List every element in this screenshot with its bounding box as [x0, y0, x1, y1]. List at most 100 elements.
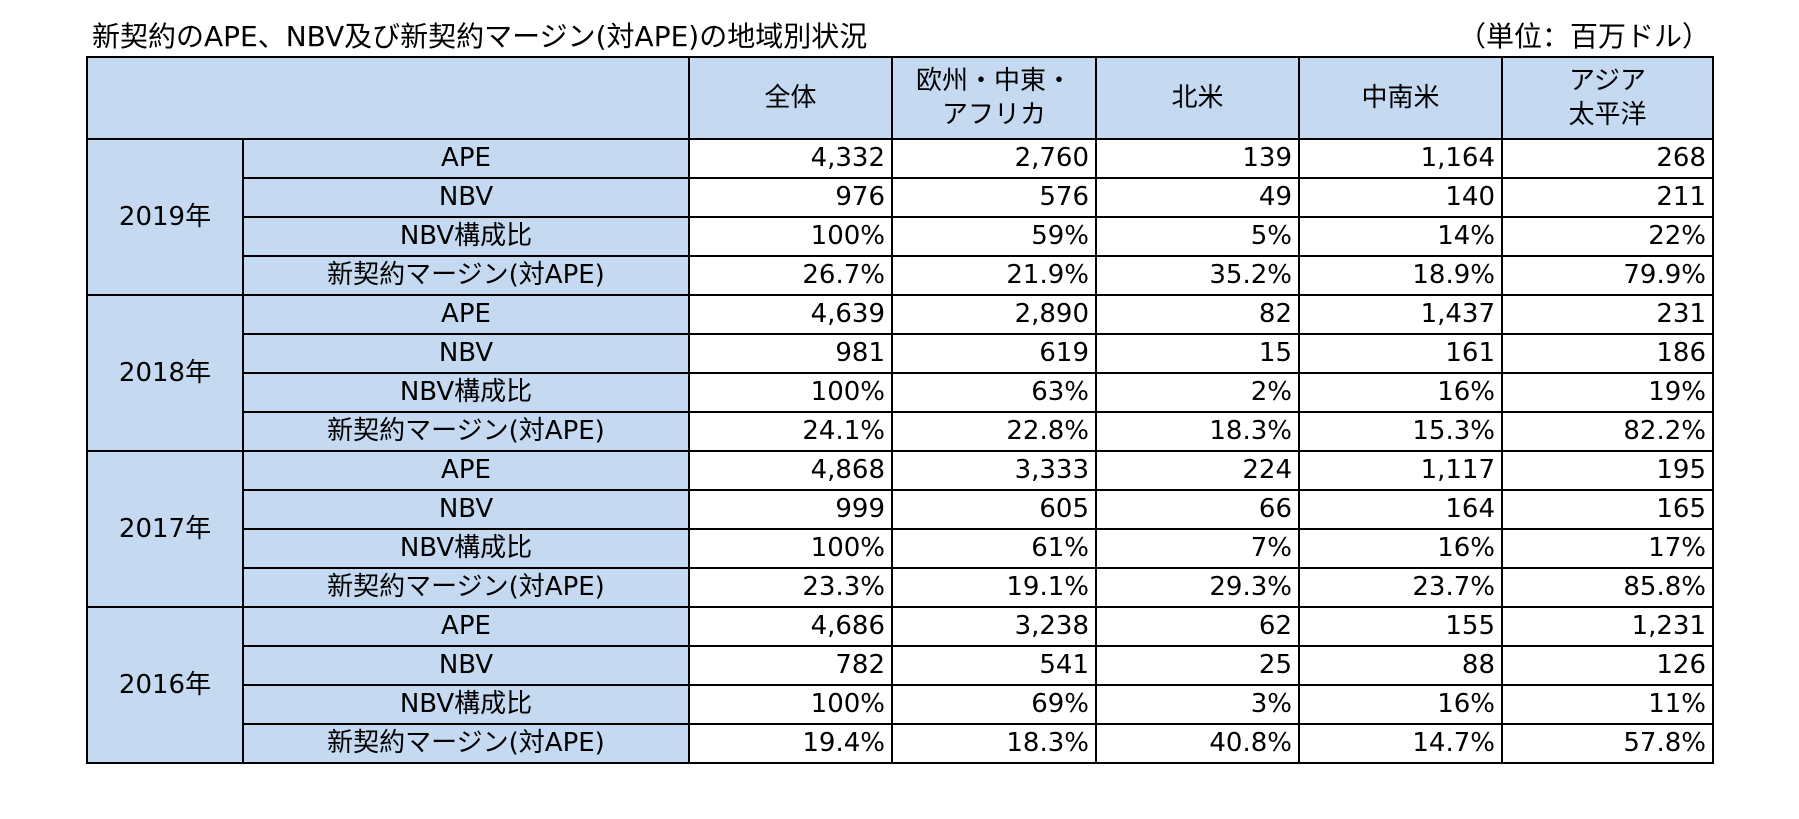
column-header: 中南米 [1298, 56, 1503, 140]
value-cell: 100% [688, 372, 893, 413]
value-cell: 161 [1298, 333, 1503, 374]
value-cell: 66 [1095, 489, 1300, 530]
metric-label: NBV [242, 177, 690, 218]
table-row: NBV構成比 100% 69% 3% 16% 11% [87, 684, 1714, 725]
value-cell: 605 [891, 489, 1097, 530]
table-row: NBV 782 541 25 88 126 [87, 645, 1714, 686]
metric-label: APE [242, 450, 690, 491]
value-cell: 981 [688, 333, 893, 374]
value-cell: 999 [688, 489, 893, 530]
value-cell: 155 [1298, 606, 1503, 647]
value-cell: 619 [891, 333, 1097, 374]
column-header: 北米 [1095, 56, 1300, 140]
value-cell: 59% [891, 216, 1097, 257]
year-label: 2018年 [86, 294, 244, 452]
value-cell: 49 [1095, 177, 1300, 218]
metric-label: NBV構成比 [242, 216, 690, 257]
table-row: 2017年 APE 4,868 3,333 224 1,117 195 [86, 450, 1714, 608]
value-cell: 85.8% [1501, 567, 1714, 608]
unit-label: （単位：百万ドル） [1457, 20, 1710, 53]
regional-table: 全体 欧州・中東・ アフリカ 北米 中南米 アジア 太平洋 2019年 APE 4,33… [86, 56, 1714, 764]
column-header-line: 全体 [764, 83, 817, 113]
table-row: 新契約マージン(対APE) 19.4% 18.3% 40.8% 14.7% 57.8% [87, 723, 1714, 764]
table-title: 新契約のAPE、NBV及び新契約マージン(対APE)の地域別状況 [92, 20, 868, 53]
metric-label: 新契約マージン(対APE) [242, 411, 690, 452]
value-cell: 63% [891, 372, 1097, 413]
value-cell: 1,117 [1298, 450, 1503, 491]
value-cell: 62 [1095, 606, 1300, 647]
value-cell: 541 [891, 645, 1097, 686]
table-row: NBV構成比 100% 59% 5% 14% 22% [87, 216, 1714, 257]
table-row: 新契約マージン(対APE) 26.7% 21.9% 35.2% 18.9% 79.9% [87, 255, 1714, 296]
value-cell: 24.1% [688, 411, 893, 452]
metric-label: 新契約マージン(対APE) [242, 255, 690, 296]
value-cell: 26.7% [688, 255, 893, 296]
column-header-line: 太平洋 [1568, 100, 1647, 130]
value-cell: 1,437 [1298, 294, 1503, 335]
header-row: 全体 欧州・中東・ アフリカ 北米 中南米 アジア太平洋 [86, 56, 1714, 140]
metric-label: NBV構成比 [242, 528, 690, 569]
value-cell: 61% [891, 528, 1097, 569]
value-cell: 16% [1298, 528, 1503, 569]
value-cell: 2,890 [891, 294, 1097, 335]
value-cell: 5% [1095, 216, 1300, 257]
metric-label: 新契約マージン(対APE) [242, 723, 690, 764]
value-cell: 1,231 [1501, 606, 1714, 647]
metric-label: 新契約マージン(対APE) [242, 567, 690, 608]
metric-label: APE [242, 294, 690, 335]
table-row: 2019年 APE 4,332 2,760 139 1,164 268 [86, 138, 1714, 296]
value-cell: 11% [1501, 684, 1714, 725]
value-cell: 82 [1095, 294, 1300, 335]
metric-label: NBV構成比 [242, 684, 690, 725]
value-cell: 3,333 [891, 450, 1097, 491]
value-cell: 186 [1501, 333, 1714, 374]
value-cell: 19.4% [688, 723, 893, 764]
value-cell: 976 [688, 177, 893, 218]
value-cell: 4,686 [688, 606, 893, 647]
value-cell: 18.9% [1298, 255, 1503, 296]
value-cell: 2,760 [891, 138, 1097, 179]
value-cell: 82.2% [1501, 411, 1714, 452]
value-cell: 23.3% [688, 567, 893, 608]
table-body: 2019年 APE 4,332 2,760 139 1,164 268 NBV 976 576 49… [86, 138, 1714, 764]
value-cell: 15.3% [1298, 411, 1503, 452]
table-row: NBV 976 576 49 140 211 [87, 177, 1714, 218]
column-header-line: アフリカ [941, 100, 1046, 130]
value-cell: 100% [688, 216, 893, 257]
value-cell: 22.8% [891, 411, 1097, 452]
value-cell: 19% [1501, 372, 1714, 413]
value-cell: 22% [1501, 216, 1714, 257]
metric-label: NBV構成比 [242, 372, 690, 413]
value-cell: 57.8% [1501, 723, 1714, 764]
year-label: 2016年 [86, 606, 244, 764]
value-cell: 140 [1298, 177, 1503, 218]
value-cell: 35.2% [1095, 255, 1300, 296]
value-cell: 40.8% [1095, 723, 1300, 764]
value-cell: 15 [1095, 333, 1300, 374]
year-label: 2019年 [86, 138, 244, 296]
value-cell: 268 [1501, 138, 1714, 179]
value-cell: 88 [1298, 645, 1503, 686]
value-cell: 16% [1298, 684, 1503, 725]
value-cell: 25 [1095, 645, 1300, 686]
value-cell: 16% [1298, 372, 1503, 413]
value-cell: 21.9% [891, 255, 1097, 296]
value-cell: 18.3% [1095, 411, 1300, 452]
column-header-line: アジア [1569, 66, 1646, 96]
value-cell: 29.3% [1095, 567, 1300, 608]
table-row: NBV構成比 100% 63% 2% 16% 19% [87, 372, 1714, 413]
value-cell: 224 [1095, 450, 1300, 491]
value-cell: 4,868 [688, 450, 893, 491]
value-cell: 4,332 [688, 138, 893, 179]
value-cell: 164 [1298, 489, 1503, 530]
value-cell: 165 [1501, 489, 1714, 530]
column-header-line: 欧州・中東・ [915, 66, 1072, 96]
value-cell: 79.9% [1501, 255, 1714, 296]
metric-label: NBV [242, 333, 690, 374]
metric-label: NBV [242, 645, 690, 686]
column-header: 全体 [688, 56, 893, 140]
value-cell: 69% [891, 684, 1097, 725]
value-cell: 231 [1501, 294, 1714, 335]
value-cell: 14% [1298, 216, 1503, 257]
value-cell: 576 [891, 177, 1097, 218]
